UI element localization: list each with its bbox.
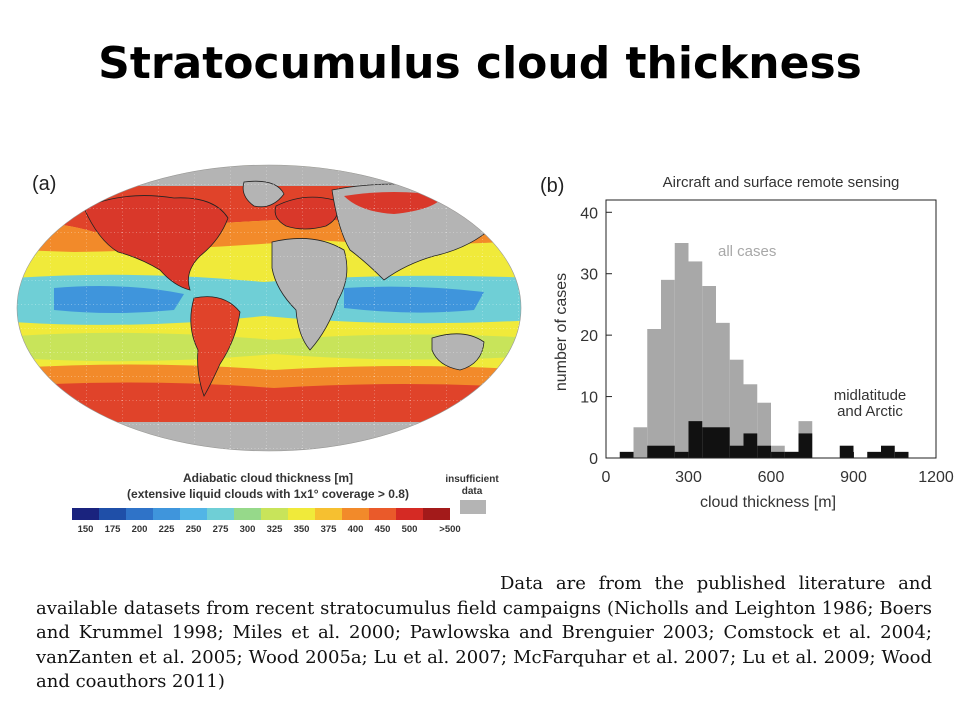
- colorbar-swatch: [342, 508, 369, 520]
- bar-all-cases: [716, 322, 730, 458]
- bar-midlatitude-arctic: [894, 451, 909, 458]
- colorbar-tick-label: 325: [267, 524, 284, 535]
- colorbar-tick-label: 275: [213, 524, 230, 535]
- bar-midlatitude-arctic: [688, 421, 703, 458]
- bar-midlatitude-arctic: [702, 427, 716, 458]
- y-tick-label: 20: [580, 328, 598, 345]
- chart-panel-label: (b): [540, 175, 564, 197]
- map-outline: [16, 164, 522, 452]
- bar-midlatitude-arctic: [619, 451, 634, 458]
- annotation-all-cases: all cases: [718, 243, 776, 260]
- colorbar-tick-label: 375: [321, 524, 338, 535]
- annotation-arctic: and Arctic: [837, 403, 903, 420]
- colorbar-tick-label: 300: [240, 524, 256, 535]
- colorbar-tick-label: 225: [159, 524, 176, 535]
- y-axis-label: number of cases: [553, 273, 570, 391]
- bar-midlatitude-arctic: [647, 445, 661, 458]
- bar-all-cases: [633, 427, 648, 458]
- colorbar-swatch: [72, 508, 99, 520]
- bar-all-cases: [729, 359, 744, 458]
- caption: Data are from the published literature a…: [36, 573, 932, 692]
- colorbar-tick-label: 350: [294, 524, 310, 535]
- colorbar-tick-label: 400: [348, 524, 364, 535]
- bar-all-cases: [757, 402, 771, 458]
- cloud-thickness-histogram: (b) Aircraft and surface remote sensing …: [540, 174, 954, 511]
- bar-midlatitude-arctic: [674, 451, 689, 458]
- colorbar-tick-label: 200: [132, 524, 148, 535]
- x-tick-label: 1200: [918, 469, 954, 486]
- bar-midlatitude-arctic: [839, 445, 854, 458]
- bar-midlatitude-arctic: [757, 445, 771, 458]
- map-panel-label: (a): [32, 173, 56, 195]
- bar-all-cases: [674, 243, 689, 458]
- y-tick-label: 40: [580, 205, 598, 222]
- bar-midlatitude-arctic: [743, 433, 758, 458]
- insufficient-swatch: [460, 500, 486, 514]
- colorbar-swatch: [153, 508, 180, 520]
- y-tick-label: 30: [580, 267, 598, 284]
- colorbar: 150 175 200 225 250 275 300 325 350 375 400 450 500 >…: [72, 508, 461, 535]
- colorbar-swatch: [207, 508, 234, 520]
- map-graticule: [17, 165, 521, 451]
- slide-title: Stratocumulus cloud thickness: [98, 38, 862, 89]
- colorbar-swatch: [234, 508, 261, 520]
- insufficient-label: insufficient: [445, 474, 499, 485]
- colorbar-tick-label: 500: [402, 524, 418, 535]
- colorbar-tick-label: 175: [105, 524, 122, 535]
- colorbar-tick-label: 250: [186, 524, 202, 535]
- colorbar-swatch: [396, 508, 423, 520]
- colorbar-subtitle: (extensive liquid clouds with 1x1° cover…: [127, 487, 409, 501]
- bar-midlatitude-arctic: [716, 427, 730, 458]
- plot-area: 0 300 600 900 1200 0 10 20 30 40: [580, 199, 954, 486]
- bar-midlatitude-arctic: [881, 445, 895, 458]
- bar-all-cases: [661, 279, 675, 458]
- y-tick-label: 0: [589, 451, 598, 468]
- colorbar-swatch: [369, 508, 396, 520]
- colorbar-swatch: [126, 508, 153, 520]
- colorbar-tick-label: 450: [375, 524, 391, 535]
- colorbar-tick-label: >500: [439, 524, 460, 535]
- y-tick-label: 10: [580, 390, 598, 407]
- colorbar-swatch: [288, 508, 315, 520]
- colorbar-swatch: [261, 508, 288, 520]
- chart-title: Aircraft and surface remote sensing: [663, 174, 900, 191]
- colorbar-swatch: [423, 508, 450, 520]
- bar-midlatitude-arctic: [798, 433, 813, 458]
- x-tick-label: 300: [675, 469, 702, 486]
- colorbar-swatch: [99, 508, 126, 520]
- bar-all-cases: [688, 261, 703, 458]
- bar-midlatitude-arctic: [867, 451, 881, 458]
- bar-midlatitude-arctic: [784, 451, 799, 458]
- colorbar-swatch: [315, 508, 342, 520]
- colorbar-tick-label: 150: [78, 524, 94, 535]
- bar-midlatitude-arctic: [771, 451, 785, 458]
- colorbar-title: Adiabatic cloud thickness [m]: [183, 471, 353, 485]
- x-tick-label: 900: [840, 469, 867, 486]
- annotation-midlatitude: midlatitude: [834, 387, 907, 404]
- bar-midlatitude-arctic: [661, 445, 675, 458]
- colorbar-swatch: [180, 508, 207, 520]
- insufficient-label-2: data: [462, 486, 483, 497]
- world-map: [17, 165, 521, 451]
- x-tick-label: 600: [758, 469, 785, 486]
- cloud-thickness-map-panel: (a) Adiabatic cloud thickness [m] (exten…: [16, 164, 522, 535]
- bar-all-cases: [702, 286, 716, 458]
- x-axis-label: cloud thickness [m]: [700, 494, 836, 511]
- x-tick-label: 0: [602, 469, 611, 486]
- bar-all-cases: [647, 329, 661, 458]
- bar-midlatitude-arctic: [729, 445, 744, 458]
